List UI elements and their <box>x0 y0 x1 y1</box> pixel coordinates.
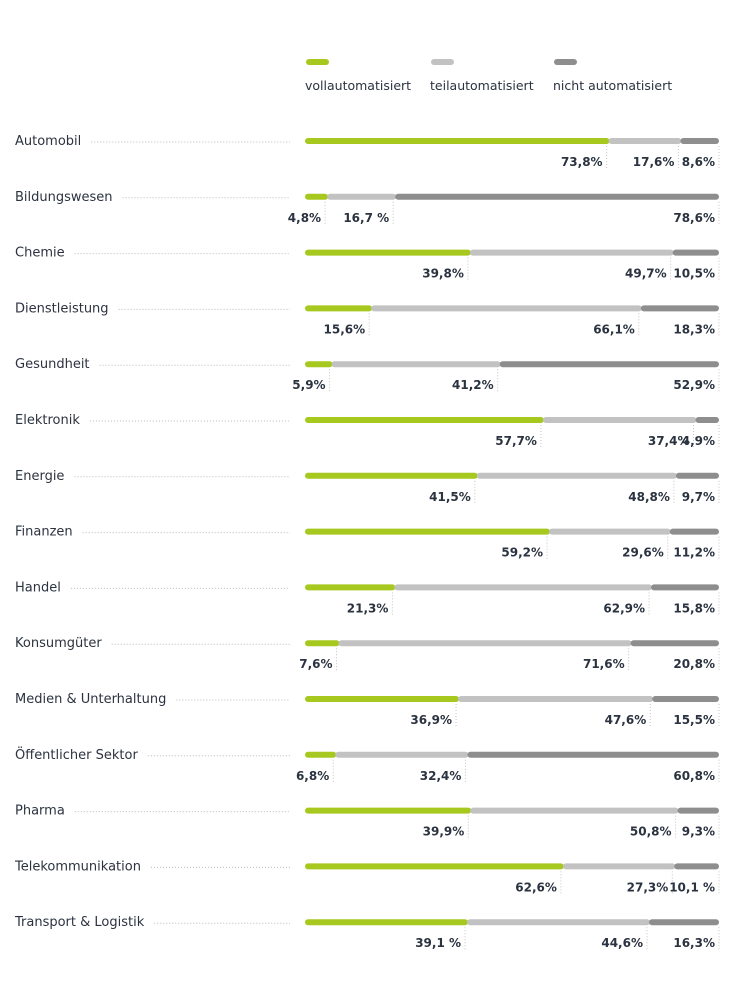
value-label: 9,7% <box>682 490 715 504</box>
value-label: 41,2% <box>452 378 494 392</box>
value-label: 15,5% <box>673 713 715 727</box>
category-label: Telekommunikation <box>14 859 141 874</box>
category-label: Öffentlicher Sektor <box>15 746 138 763</box>
category-label: Gesundheit <box>15 357 90 372</box>
value-label: 11,2% <box>673 546 715 560</box>
value-label: 78,6% <box>673 211 715 225</box>
value-label: 5,9% <box>292 378 325 392</box>
value-label: 73,8% <box>561 155 603 169</box>
value-label: 39,8% <box>422 267 464 281</box>
value-label: 49,7% <box>625 267 667 281</box>
value-label: 47,6% <box>605 713 647 727</box>
value-label: 39,9% <box>423 825 465 839</box>
value-label: 15,8% <box>673 601 715 615</box>
category-label: Pharma <box>15 804 65 819</box>
category-label: Handel <box>15 580 61 595</box>
value-label: 66,1% <box>593 322 635 336</box>
legend-label: nicht automatisiert <box>553 78 672 93</box>
value-label: 17,6% <box>633 155 675 169</box>
value-label: 44,6% <box>601 936 643 950</box>
legend-label: vollautomatisiert <box>305 78 411 93</box>
value-label: 27,3% <box>627 880 669 894</box>
value-label: 10,1 % <box>669 880 715 894</box>
value-label: 48,8% <box>628 490 670 504</box>
value-label: 32,4% <box>420 769 462 783</box>
value-label: 7,6% <box>299 657 332 671</box>
category-label: Medien & Unterhaltung <box>15 692 166 707</box>
legend-label: teilautomatisiert <box>430 78 534 93</box>
category-label: Chemie <box>15 246 65 261</box>
value-label: 52,9% <box>673 378 715 392</box>
value-label: 71,6% <box>583 657 625 671</box>
category-label: Finanzen <box>15 525 73 540</box>
value-label: 36,9% <box>410 713 452 727</box>
category-label: Bildungswesen <box>15 190 113 205</box>
value-label: 62,6% <box>515 880 557 894</box>
value-label: 37,4% <box>648 434 690 448</box>
value-label: 4,8% <box>288 211 321 225</box>
value-label: 6,8% <box>296 769 329 783</box>
value-label: 4,9% <box>682 434 715 448</box>
category-label: Elektronik <box>15 413 80 428</box>
value-label: 39,1 % <box>415 936 461 950</box>
category-label: Energie <box>15 469 64 484</box>
category-label: Automobil <box>15 134 81 149</box>
value-label: 50,8% <box>630 825 672 839</box>
value-label: 15,6% <box>324 322 366 336</box>
category-label: Konsumgüter <box>15 636 102 651</box>
value-label: 10,5% <box>673 267 715 281</box>
value-label: 62,9% <box>603 601 645 615</box>
category-label: Dienstleistung <box>15 301 109 316</box>
value-label: 20,8% <box>673 657 715 671</box>
category-label: Transport & Logistik <box>14 915 145 930</box>
value-label: 21,3% <box>347 601 389 615</box>
value-label: 9,3% <box>682 825 715 839</box>
value-label: 8,6% <box>682 155 715 169</box>
value-label: 57,7% <box>495 434 537 448</box>
value-label: 18,3% <box>673 322 715 336</box>
value-label: 59,2% <box>501 546 543 560</box>
value-label: 16,7 % <box>343 211 389 225</box>
value-label: 60,8% <box>673 769 715 783</box>
value-label: 29,6% <box>622 546 664 560</box>
value-label: 16,3% <box>673 936 715 950</box>
value-label: 41,5% <box>429 490 471 504</box>
